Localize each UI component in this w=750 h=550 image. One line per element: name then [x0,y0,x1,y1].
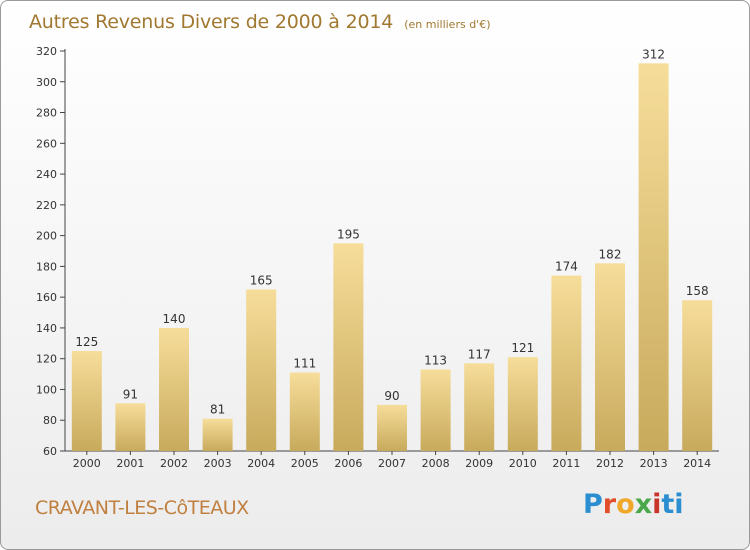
x-tick-label: 2004 [247,457,275,470]
x-tick-label: 2010 [509,457,537,470]
bar-2002 [159,327,189,451]
bar-2001 [115,403,146,451]
proxiti-logo[interactable]: Proxiti [583,489,684,520]
bar-value-label: 113 [424,353,447,367]
y-tick-label: 160 [36,291,57,304]
y-tick-label: 180 [36,260,57,273]
x-tick-label: 2009 [465,457,493,470]
x-tick-label: 2002 [160,457,188,470]
bar-2006 [333,243,364,451]
bar-2000 [71,351,102,451]
y-tick-label: 240 [36,168,57,181]
x-tick-label: 2005 [291,457,319,470]
bar-2014 [682,300,713,451]
bar-value-label: 111 [293,357,316,371]
bar-value-label: 91 [123,387,138,401]
y-tick-label: 220 [36,199,57,212]
x-tick-label: 2013 [640,457,668,470]
bar-value-label: 182 [599,247,622,261]
bar-2010 [507,357,538,451]
y-tick-label: 100 [36,383,57,396]
bar-value-labels: 125 91 140 81 165 111 195 90 113 117 121 174 182 312 1… [75,47,708,416]
bar-value-label: 140 [163,312,186,326]
bar-value-label: 312 [642,47,665,61]
bar-value-label: 121 [511,341,534,355]
x-tick-label: 2011 [552,457,580,470]
y-tick-label: 320 [36,45,57,58]
bar-2009 [464,363,495,451]
bar-value-label: 158 [686,284,709,298]
y-tick-label: 80 [43,414,57,427]
x-tick-label: 2001 [116,457,144,470]
bar-2013 [638,63,669,452]
y-tick-label: 120 [36,353,57,366]
y-tick-label: 200 [36,230,57,243]
chart-title: Autres Revenus Divers de 2000 à 2014 [29,11,394,33]
x-tick-label: 2008 [422,457,450,470]
y-tick-label: 140 [36,322,57,335]
x-tick-label: 2003 [204,457,232,470]
bar-2012 [595,263,625,451]
y-tick-label: 60 [43,445,57,458]
bar-2004 [246,289,277,451]
y-axis: 60 80 100 120 140 160 180 200 220 240 260 280 300 320 [36,45,66,458]
y-tick-label: 280 [36,107,57,120]
x-tick-label: 2012 [596,457,624,470]
x-axis: 2000 2001 2002 2003 2004 2005 2006 2007 2008 2009… [65,450,719,470]
bar-2011 [551,275,582,451]
bar-value-label: 125 [75,335,98,349]
y-tick-label: 260 [36,137,57,150]
bar-value-label: 90 [384,389,399,403]
bar-2007 [377,404,407,451]
bar-2008 [420,369,451,451]
title-row: Autres Revenus Divers de 2000 à 2014 (en… [29,11,491,33]
bar-value-label: 165 [250,273,273,287]
bars [71,63,713,452]
bar-2003 [202,418,233,451]
bar-value-label: 81 [210,403,225,417]
y-tick-label: 300 [36,76,57,89]
x-tick-label: 2006 [334,457,362,470]
chart-unit: (en milliers d'€) [404,18,491,31]
x-tick-label: 2014 [683,457,711,470]
x-tick-label: 2007 [378,457,406,470]
bar-value-label: 195 [337,227,360,241]
bar-value-label: 117 [468,347,491,361]
bar-2005 [289,372,320,451]
bar-value-label: 174 [555,260,578,274]
commune-name: CRAVANT-LES-CôTEAUX [35,497,249,519]
x-tick-label: 2000 [73,457,101,470]
